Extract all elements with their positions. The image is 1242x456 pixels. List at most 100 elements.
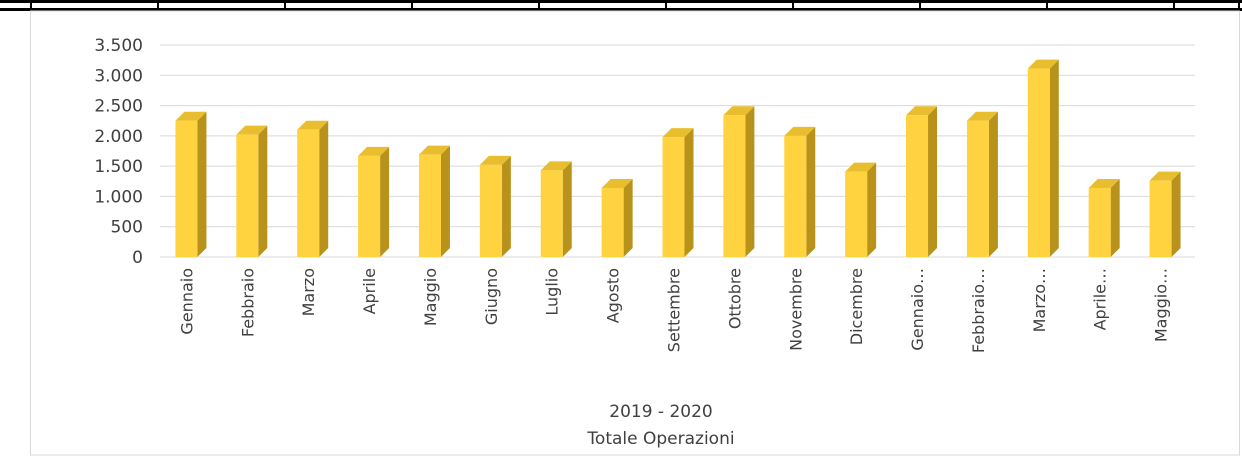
x-axis-ticks: Gennaio Febbraio Marzo Aprile Maggio Giugno Lu…: [177, 268, 1170, 353]
bar-front: [966, 120, 989, 257]
bar-front: [479, 164, 502, 257]
x-tick-label: Novembre: [786, 268, 805, 351]
chart-subtitle: Totale Operazioni: [586, 429, 734, 449]
bar-front: [540, 170, 563, 257]
y-tick-label: 2.500: [94, 97, 143, 117]
bar-side: [1110, 178, 1120, 257]
bar-top: [906, 106, 938, 116]
bar-top: [1088, 178, 1120, 188]
x-tick-label: Gennaio…: [908, 268, 927, 351]
x-tick-label: Ottobre: [725, 268, 744, 329]
bar-side: [806, 126, 816, 257]
bar-top: [601, 178, 633, 188]
x-tick-label: Giugno: [482, 268, 501, 325]
bar-side: [562, 161, 572, 257]
bar-top: [358, 146, 390, 156]
y-tick-label: 1.000: [94, 187, 143, 207]
bar: [966, 111, 998, 257]
x-tick-label: Settembre: [665, 268, 684, 352]
bar-side: [928, 106, 938, 258]
bar-side: [684, 128, 694, 257]
bar: [845, 162, 877, 257]
bar-top: [723, 106, 755, 116]
bar-front: [1149, 180, 1172, 257]
y-tick-label: 3.500: [94, 36, 143, 56]
bar-top: [540, 161, 572, 171]
y-tick-label: 2.000: [94, 127, 143, 147]
bar-top: [966, 111, 998, 121]
bar-top: [1149, 171, 1181, 181]
bar-side: [319, 120, 329, 257]
bar: [1027, 59, 1059, 257]
bar: [723, 106, 755, 258]
bar: [540, 161, 572, 257]
bar-side: [867, 162, 877, 257]
bar-front: [906, 115, 929, 258]
chart-border: [30, 10, 1240, 456]
bar-front: [662, 137, 685, 257]
bar: [1149, 171, 1181, 257]
x-tick-label: Agosto: [604, 268, 623, 323]
bar: [662, 128, 694, 257]
x-axis-title: 2019 - 2020: [609, 402, 712, 422]
bar-side: [1171, 171, 1181, 257]
bar-top: [845, 162, 877, 172]
bar: [358, 146, 390, 257]
bar: [297, 120, 329, 257]
bar-top: [418, 145, 450, 155]
y-tick-label: 3.000: [94, 66, 143, 86]
bar-side: [197, 111, 207, 257]
bar-top: [479, 155, 511, 165]
bar-top: [662, 128, 694, 138]
x-tick-label: Aprile: [360, 268, 379, 314]
y-tick-label: 0: [132, 248, 143, 268]
x-tick-label: Luglio: [543, 268, 562, 316]
bar-side: [1049, 59, 1059, 257]
bar-front: [784, 135, 807, 257]
bar-side: [258, 125, 268, 257]
bar-top: [236, 125, 268, 135]
x-tick-label: Gennaio: [177, 268, 196, 335]
x-tick-label: Maggio…: [1152, 268, 1171, 342]
bar-front: [845, 171, 868, 257]
x-tick-label: Febbraio: [238, 268, 257, 337]
bar-top: [1027, 59, 1059, 69]
bar: [906, 106, 938, 258]
bar-side: [988, 111, 998, 257]
bar: [418, 145, 450, 257]
bar-top: [784, 126, 816, 136]
bar-front: [236, 134, 259, 257]
bar-front: [601, 187, 624, 257]
bar-side: [380, 146, 390, 257]
bar: [479, 155, 511, 257]
bar-front: [418, 154, 441, 257]
bar: [1088, 178, 1120, 257]
bar-side: [501, 155, 511, 257]
bar-top: [297, 120, 329, 130]
bar-front: [297, 129, 320, 257]
bar-top: [175, 111, 207, 121]
bar-front: [175, 120, 198, 257]
bar: [601, 178, 633, 257]
y-tick-label: 500: [111, 218, 143, 238]
bar-front: [1027, 68, 1050, 257]
bar: [236, 125, 268, 257]
bar: [175, 111, 207, 257]
bar: [784, 126, 816, 257]
bar-front: [1088, 187, 1111, 257]
x-tick-label: Marzo: [299, 268, 318, 316]
x-tick-label: Dicembre: [847, 268, 866, 345]
x-tick-label: Marzo…: [1030, 268, 1049, 332]
bar-side: [623, 178, 633, 257]
y-tick-label: 1.500: [94, 157, 143, 177]
bar-front: [358, 155, 381, 257]
y-axis-ticks: 0 500 1.000 1.500 2.000 2.500 3.000 3.500: [94, 36, 143, 268]
top-table-border: [0, 0, 1242, 11]
x-tick-label: Febbraio…: [969, 268, 988, 353]
bar-side: [745, 106, 755, 258]
x-tick-label: Maggio: [421, 268, 440, 326]
bar-front: [723, 115, 746, 258]
bar-side: [440, 145, 450, 257]
